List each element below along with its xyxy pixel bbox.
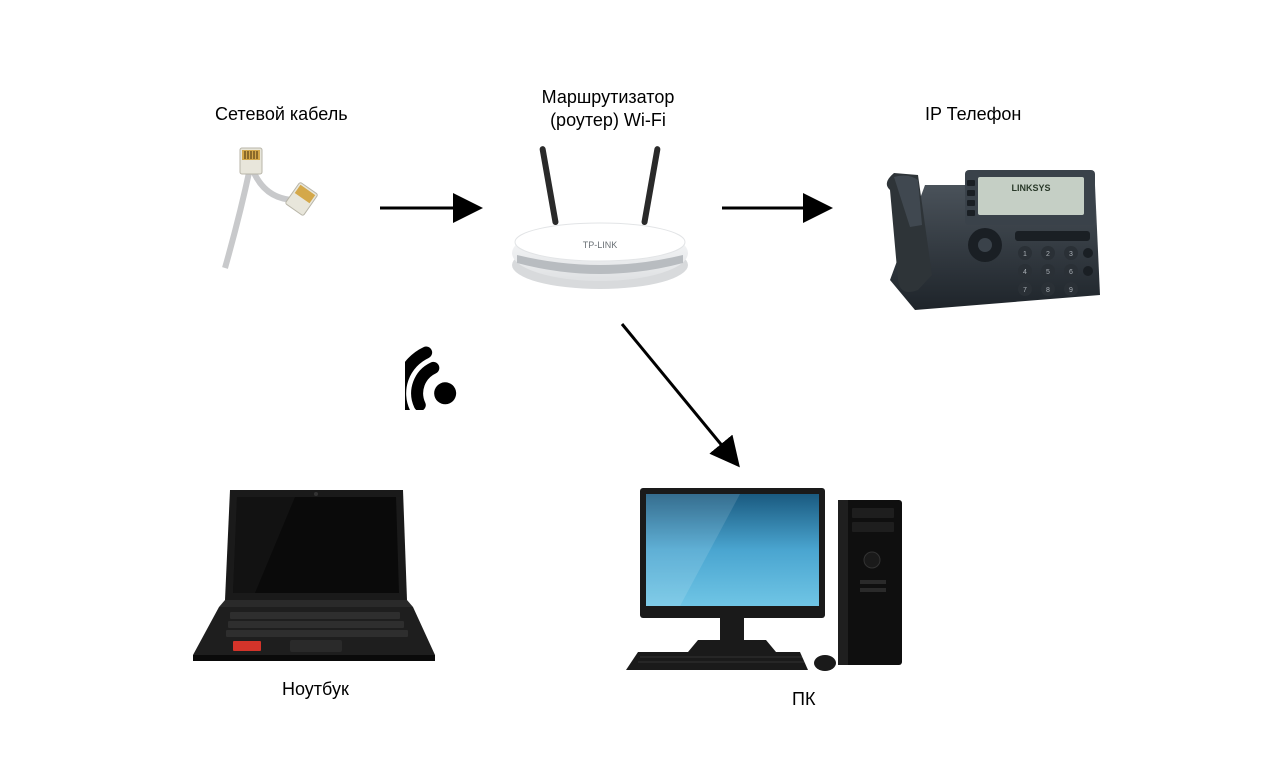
- node-laptop: [185, 485, 440, 665]
- svg-text:1: 1: [1023, 251, 1027, 258]
- svg-text:8: 8: [1046, 287, 1050, 294]
- label-pc: ПК: [792, 688, 815, 711]
- wifi-signal-icon: [405, 330, 495, 410]
- svg-text:9: 9: [1069, 287, 1073, 294]
- label-router-line1: Маршрутизатор (роутер) Wi-Fi: [542, 87, 675, 130]
- svg-text:6: 6: [1069, 269, 1073, 276]
- svg-text:4: 4: [1023, 269, 1027, 276]
- label-router: Маршрутизатор (роутер) Wi-Fi: [528, 86, 688, 133]
- cable-icon: [200, 140, 370, 270]
- laptop-icon: [185, 485, 440, 665]
- label-cable: Сетевой кабель: [215, 103, 348, 126]
- router-brand: TP-LINK: [583, 240, 618, 250]
- label-phone: IP Телефон: [925, 103, 1021, 126]
- svg-text:2: 2: [1046, 251, 1050, 258]
- node-router: TP-LINK: [500, 135, 700, 305]
- node-pc: [620, 480, 920, 675]
- svg-text:3: 3: [1069, 251, 1073, 258]
- svg-text:5: 5: [1046, 269, 1050, 276]
- svg-text:7: 7: [1023, 287, 1027, 294]
- node-cable: [200, 140, 370, 270]
- node-phone: LINKSYS 1 2 3 4 5 6 7 8 9: [870, 125, 1110, 325]
- phone-brand: LINKSYS: [1011, 183, 1050, 193]
- router-icon: TP-LINK: [500, 135, 700, 305]
- label-laptop: Ноутбук: [282, 678, 349, 701]
- pc-icon: [620, 480, 920, 675]
- phone-icon: LINKSYS 1 2 3 4 5 6 7 8 9: [870, 125, 1110, 325]
